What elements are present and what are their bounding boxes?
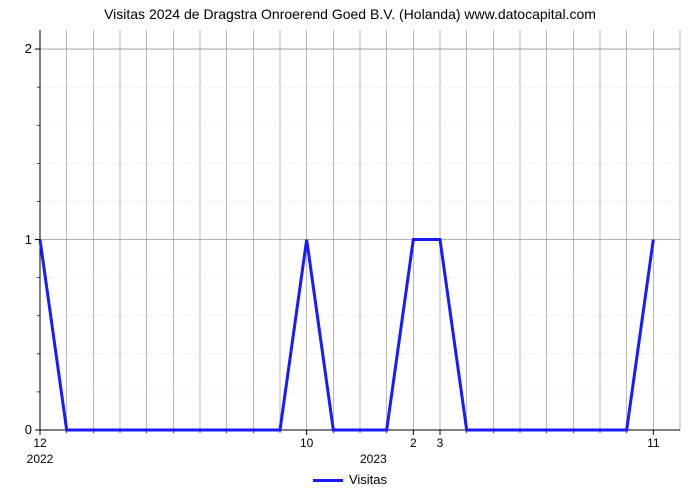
legend-label: Visitas	[349, 472, 387, 487]
x-tick-label: 11	[647, 436, 659, 450]
chart-plot	[0, 0, 700, 500]
x-tick-label: 3	[437, 436, 444, 450]
x-year-label: 2023	[360, 452, 387, 466]
legend: Visitas	[0, 472, 700, 487]
y-tick-label: 2	[12, 41, 32, 56]
x-tick-label: 2	[410, 436, 417, 450]
x-tick-label: 12	[33, 436, 46, 450]
y-tick-label: 1	[12, 232, 32, 247]
y-tick-label: 0	[12, 422, 32, 437]
x-year-label: 2022	[27, 452, 54, 466]
legend-swatch	[313, 479, 343, 482]
x-tick-label: 10	[300, 436, 313, 450]
